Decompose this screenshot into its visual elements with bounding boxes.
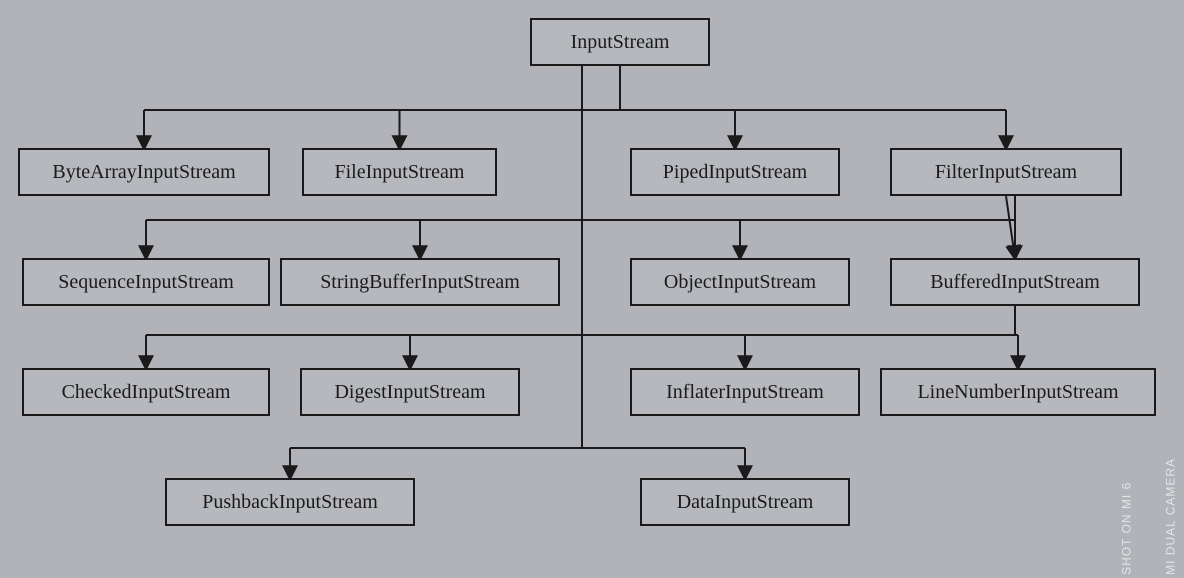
node-r2c3: ObjectInputStream — [630, 258, 850, 306]
node-r2c1: SequenceInputStream — [22, 258, 270, 306]
node-label: LineNumberInputStream — [917, 381, 1118, 404]
node-label: PushbackInputStream — [202, 491, 378, 514]
watermark-line1: SHOT ON MI 6 — [1120, 482, 1134, 575]
node-r1c3: PipedInputStream — [630, 148, 840, 196]
node-label: FileInputStream — [335, 161, 465, 184]
node-label: ByteArrayInputStream — [52, 161, 235, 184]
node-r3c2: DigestInputStream — [300, 368, 520, 416]
node-label: DigestInputStream — [334, 381, 485, 404]
node-r2c2: StringBufferInputStream — [280, 258, 560, 306]
node-r1c4: FilterInputStream — [890, 148, 1122, 196]
node-r3c1: CheckedInputStream — [22, 368, 270, 416]
node-label: PipedInputStream — [663, 161, 807, 184]
node-r1c1: ByteArrayInputStream — [18, 148, 270, 196]
camera-watermark: SHOT ON MI 6 MI DUAL CAMERA — [1106, 458, 1178, 578]
node-label: StringBufferInputStream — [320, 271, 520, 294]
node-label: ObjectInputStream — [664, 271, 816, 294]
node-label: InflaterInputStream — [666, 381, 824, 404]
node-label: FilterInputStream — [935, 161, 1077, 184]
node-r4a: PushbackInputStream — [165, 478, 415, 526]
node-r3c3: InflaterInputStream — [630, 368, 860, 416]
node-root: InputStream — [530, 18, 710, 66]
node-r3c4: LineNumberInputStream — [880, 368, 1156, 416]
node-r2c4: BufferedInputStream — [890, 258, 1140, 306]
node-label: CheckedInputStream — [62, 381, 231, 404]
node-label: DataInputStream — [677, 491, 814, 514]
node-label: BufferedInputStream — [930, 271, 1100, 294]
node-label: InputStream — [571, 31, 670, 54]
node-r4b: DataInputStream — [640, 478, 850, 526]
node-r1c2: FileInputStream — [302, 148, 497, 196]
watermark-line2: MI DUAL CAMERA — [1164, 458, 1178, 575]
node-label: SequenceInputStream — [58, 271, 234, 294]
